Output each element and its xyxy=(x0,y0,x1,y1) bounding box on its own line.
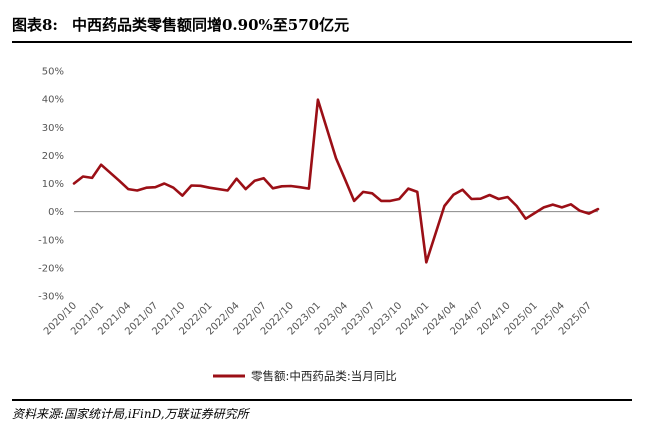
y-tick-label: 30% xyxy=(42,123,64,134)
title-rule xyxy=(12,41,632,43)
y-tick-label: 0% xyxy=(48,207,64,218)
y-axis: -30% -20% -10% 0% 10% 20% 30% 40% 50% xyxy=(38,67,64,303)
y-tick-label: -30% xyxy=(38,292,64,303)
source-note: 资料来源:国家统计局,iFinD,万联证券研究所 xyxy=(12,407,249,421)
y-tick-label: 20% xyxy=(42,151,64,162)
series-line xyxy=(72,98,600,264)
chart-legend: 零售额:中西药品类:当月同比 xyxy=(213,369,397,383)
y-tick-label: 50% xyxy=(42,67,64,78)
y-tick-label: 10% xyxy=(42,179,64,190)
y-tick-label: -10% xyxy=(38,235,64,246)
legend-label: 零售额:中西药品类:当月同比 xyxy=(251,369,397,383)
series-layer xyxy=(72,98,600,264)
y-tick-label: 40% xyxy=(42,95,64,106)
figure-title: 图表8: 中西药品类零售额同增0.90%至570亿元 xyxy=(12,14,349,35)
figure-label: 图表8: xyxy=(12,16,58,34)
figure-title-text: 中西药品类零售额同增0.90%至570亿元 xyxy=(71,16,350,34)
source-rule xyxy=(12,399,632,401)
figure-header: 图表8: 中西药品类零售额同增0.90%至570亿元 xyxy=(12,12,632,34)
y-tick-label: -20% xyxy=(38,263,64,274)
x-axis: 2020/102021/012021/042021/072021/102022/… xyxy=(42,211,598,337)
